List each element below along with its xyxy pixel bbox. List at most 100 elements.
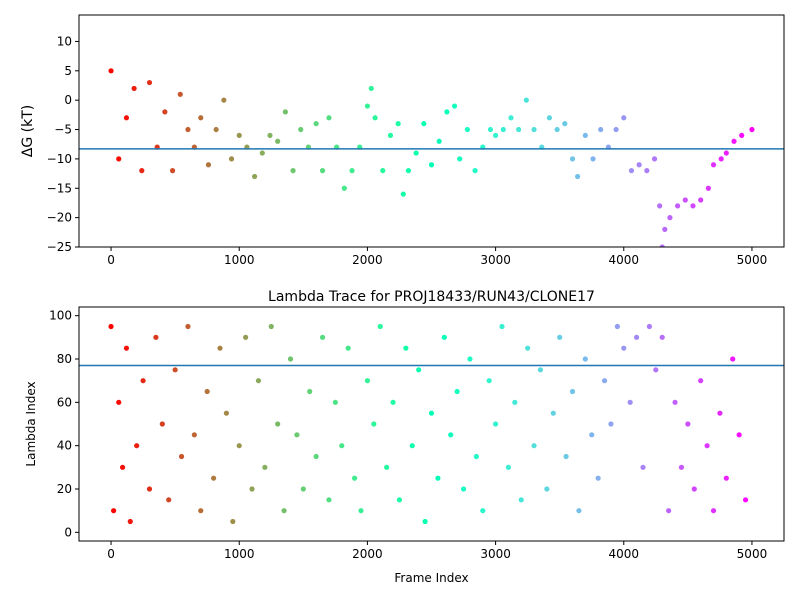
data-point: [341, 185, 347, 191]
data-point: [601, 378, 608, 384]
data-point: [313, 453, 319, 460]
x-tick-label: 3000: [480, 253, 511, 267]
x-tick-label: 0: [107, 253, 115, 267]
data-point: [723, 150, 729, 156]
data-point: [169, 168, 176, 174]
data-point: [213, 126, 219, 133]
data-point: [351, 475, 358, 481]
y-axis-label: Lambda Index: [24, 381, 38, 466]
data-point: [290, 168, 296, 174]
data-point: [140, 378, 146, 384]
data-point: [413, 150, 419, 156]
data-point: [531, 126, 537, 133]
y-tick-label: −5: [54, 123, 72, 137]
data-point: [416, 367, 422, 373]
data-point: [546, 115, 553, 121]
data-point: [523, 97, 529, 103]
data-point: [127, 518, 133, 525]
y-tick-label: 100: [49, 309, 72, 323]
x-tick-label: 4000: [608, 253, 639, 267]
data-point: [262, 464, 268, 470]
x-tick-label: 1000: [224, 253, 255, 267]
data-point: [678, 464, 685, 470]
data-point: [698, 197, 704, 203]
data-point: [349, 168, 355, 174]
data-point: [185, 323, 191, 330]
data-point: [628, 168, 635, 174]
y-tick-label: 40: [57, 439, 72, 453]
x-tick-label: 1000: [224, 547, 255, 561]
data-point: [368, 85, 374, 92]
data-point: [598, 126, 604, 133]
data-point: [319, 334, 326, 340]
data-point: [710, 162, 717, 168]
delta-g-panel: 0 1000 2000 3000 4000 5000 10 5 0 −5 −10 −15 −20 −25 Δ…: [20, 14, 785, 267]
data-point: [198, 115, 204, 121]
data-point: [621, 345, 627, 351]
data-point: [409, 443, 415, 449]
x-tick-label: 4000: [608, 547, 639, 561]
data-point: [281, 508, 287, 514]
data-point: [563, 453, 569, 460]
data-point: [492, 132, 499, 139]
data-point: [436, 138, 442, 144]
y-tick-label: 60: [57, 395, 72, 409]
x-tick-label: 5000: [737, 547, 768, 561]
data-point: [569, 156, 576, 162]
data-point: [486, 378, 492, 384]
data-point: [108, 68, 114, 74]
data-point: [428, 410, 435, 416]
data-point: [723, 475, 729, 481]
data-point: [282, 109, 288, 115]
data-point: [718, 156, 724, 162]
data-point: [516, 126, 522, 133]
y-tick-label: −20: [47, 211, 72, 225]
data-point: [505, 464, 512, 470]
data-point: [268, 323, 274, 330]
data-point: [627, 399, 633, 405]
y-tick-label: −15: [47, 181, 72, 195]
data-point: [554, 126, 560, 133]
data-point: [451, 103, 458, 109]
data-point: [205, 162, 212, 168]
x-tick-label: 5000: [737, 253, 768, 267]
data-point: [364, 378, 371, 384]
data-point: [298, 126, 304, 133]
data-point: [508, 115, 514, 121]
y-tick-label: 80: [57, 352, 72, 366]
data-point: [259, 150, 265, 156]
data-point: [236, 132, 242, 139]
data-point: [422, 518, 428, 525]
lambda-trace-panel: 0 1000 2000 3000 4000 5000 0 20 40 60 80 100 Lambda …: [24, 289, 785, 585]
data-point: [742, 497, 749, 503]
data-point: [651, 156, 658, 162]
data-point: [473, 453, 479, 460]
data-point: [230, 518, 236, 525]
plot-area: [79, 323, 784, 525]
data-point: [575, 173, 581, 180]
data-point: [590, 156, 596, 162]
data-point: [405, 168, 412, 174]
data-point: [659, 334, 665, 340]
data-point: [177, 91, 183, 97]
x-tick-label: 2000: [352, 547, 383, 561]
data-point: [372, 115, 378, 121]
data-point: [667, 215, 673, 221]
data-point: [749, 126, 755, 133]
data-point: [364, 103, 371, 109]
data-point: [582, 356, 588, 362]
data-point: [614, 323, 620, 330]
data-point: [518, 497, 524, 503]
data-point: [640, 464, 646, 470]
data-point: [562, 121, 568, 127]
data-point: [198, 508, 204, 514]
data-point: [582, 132, 588, 139]
data-point: [249, 486, 255, 492]
data-point: [153, 334, 159, 340]
data-point: [116, 156, 122, 162]
data-point: [252, 173, 258, 180]
data-point: [294, 432, 300, 438]
data-point: [467, 356, 473, 362]
data-point: [146, 486, 153, 492]
data-point: [300, 486, 306, 492]
